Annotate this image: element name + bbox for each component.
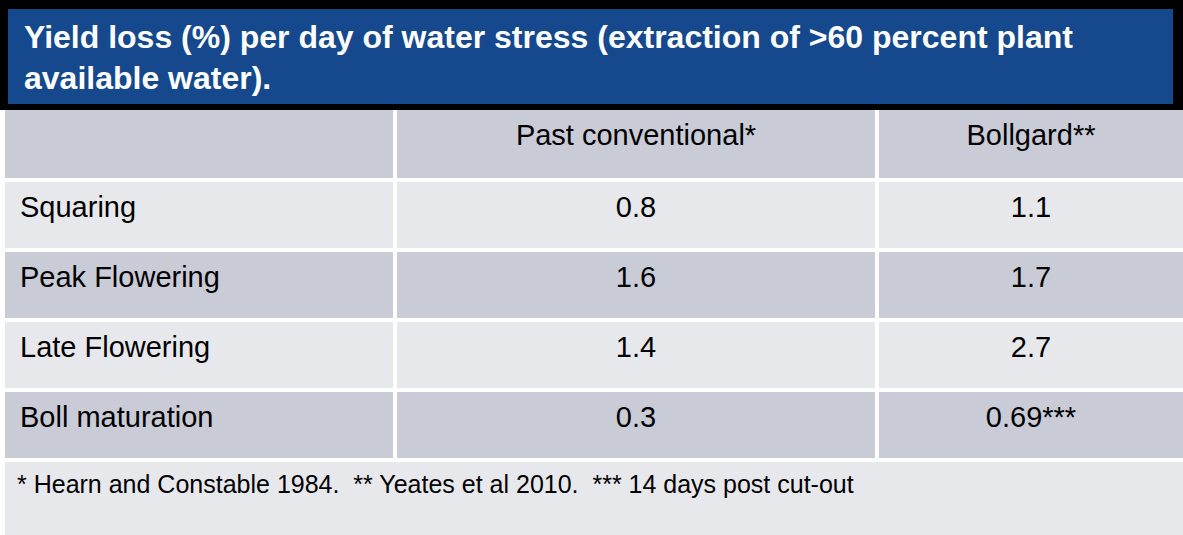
value-late-flowering-past-conventional: 1.4 [397,322,875,388]
row-label-peak-flowering: Peak Flowering [5,252,393,318]
slide-title: Yield loss (%) per day of water stress (… [8,9,1173,104]
row-label-late-flowering: Late Flowering [5,322,393,388]
value-peak-flowering-bollgard: 1.7 [879,252,1183,318]
value-peak-flowering-past-conventional: 1.6 [397,252,875,318]
row-label-squaring: Squaring [5,182,393,248]
value-squaring-past-conventional: 0.8 [397,182,875,248]
value-boll-maturation-past-conventional: 0.3 [397,392,875,458]
table-footnote: * Hearn and Constable 1984. ** Yeates et… [5,462,1183,535]
row-label-boll-maturation: Boll maturation [5,392,393,458]
value-squaring-bollgard: 1.1 [879,182,1183,248]
value-late-flowering-bollgard: 2.7 [879,322,1183,388]
header-cell-bollgard: Bollgard** [879,110,1183,178]
slide: Yield loss (%) per day of water stress (… [0,0,1183,535]
header-cell-empty [5,110,393,178]
header-cell-past-conventional: Past conventional* [397,110,875,178]
yield-loss-table: Past conventional* Bollgard** Squaring 0… [0,110,1183,535]
value-boll-maturation-bollgard: 0.69*** [879,392,1183,458]
